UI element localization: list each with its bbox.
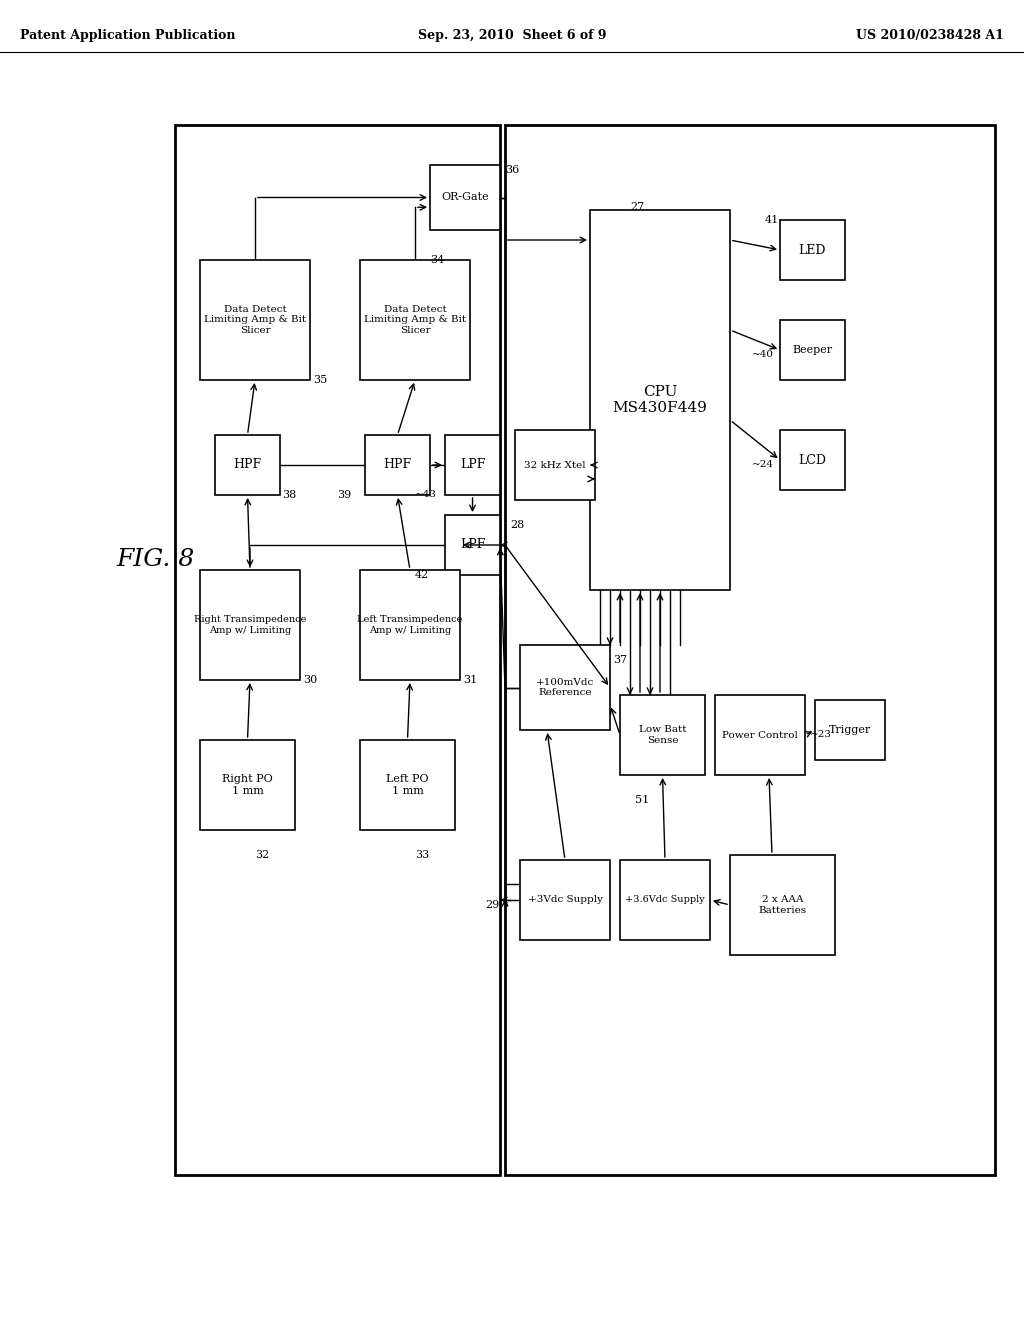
Text: 37: 37 [613,655,627,665]
Bar [715,696,805,775]
Text: Right PO
1 mm: Right PO 1 mm [222,775,272,796]
Text: Trigger: Trigger [828,725,871,735]
Text: 28: 28 [510,520,524,531]
Text: 30: 30 [303,675,317,685]
Text: Power Control: Power Control [722,730,798,739]
Text: 33: 33 [415,850,429,861]
Text: HPF: HPF [233,458,261,471]
Text: LCD: LCD [799,454,826,466]
Text: 34: 34 [430,255,444,265]
Text: 32: 32 [255,850,269,861]
Bar [360,260,470,380]
Bar [445,515,500,576]
Text: Sep. 23, 2010  Sheet 6 of 9: Sep. 23, 2010 Sheet 6 of 9 [418,29,606,41]
Text: 41: 41 [765,215,779,224]
Text: 38: 38 [282,490,296,500]
Bar [200,260,310,380]
Text: 51: 51 [635,795,649,805]
Text: 31: 31 [463,675,477,685]
Text: +3Vdc Supply: +3Vdc Supply [527,895,602,904]
Text: Patent Application Publication: Patent Application Publication [20,29,236,41]
Text: Beeper: Beeper [793,345,833,355]
Bar [780,430,845,490]
Bar [445,436,500,495]
Text: 27: 27 [630,202,644,213]
Text: 42: 42 [415,570,429,579]
Text: 29: 29 [485,900,500,909]
Bar [520,645,610,730]
Text: LED: LED [799,243,826,256]
Bar [505,125,995,1175]
Text: LPF: LPF [460,539,485,552]
Text: ~24: ~24 [752,459,774,469]
Text: 35: 35 [313,375,328,385]
Bar [215,436,280,495]
Bar [430,165,500,230]
Bar [730,855,835,954]
Text: 39: 39 [337,490,351,500]
Bar [620,696,705,775]
Bar [360,570,460,680]
Text: US 2010/0238428 A1: US 2010/0238428 A1 [856,29,1004,41]
Bar [815,700,885,760]
Text: 2 x AAA
Batteries: 2 x AAA Batteries [759,895,807,915]
Bar [360,741,455,830]
Text: Left Transimpedence
Amp w/ Limiting: Left Transimpedence Amp w/ Limiting [357,615,463,635]
Text: Left PO
1 mm: Left PO 1 mm [386,775,429,796]
Bar [590,210,730,590]
Text: ~23: ~23 [810,730,831,739]
Text: HPF: HPF [383,458,412,471]
Bar [365,436,430,495]
Text: LPF: LPF [460,458,485,471]
Bar [780,319,845,380]
Text: Low Batt
Sense: Low Batt Sense [639,725,686,744]
Bar [620,861,710,940]
Bar [515,430,595,500]
Text: ~40: ~40 [752,350,774,359]
Text: Right Transimpedence
Amp w/ Limiting: Right Transimpedence Amp w/ Limiting [194,615,306,635]
Bar [520,861,610,940]
Text: FIG. 8: FIG. 8 [116,549,195,572]
Text: 36: 36 [505,165,519,176]
Text: CPU
MS430F449: CPU MS430F449 [612,385,708,414]
Bar [200,570,300,680]
Text: Data Detect
Limiting Amp & Bit
Slicer: Data Detect Limiting Amp & Bit Slicer [204,305,306,335]
Text: +3.6Vdc Supply: +3.6Vdc Supply [625,895,705,904]
Bar [200,741,295,830]
Text: ~43: ~43 [415,490,437,499]
Text: Data Detect
Limiting Amp & Bit
Slicer: Data Detect Limiting Amp & Bit Slicer [364,305,466,335]
Text: 32 kHz Xtel: 32 kHz Xtel [524,461,586,470]
Text: +100mVdc
Reference: +100mVdc Reference [536,677,594,697]
Bar [175,125,500,1175]
Bar [780,220,845,280]
Text: OR-Gate: OR-Gate [441,193,488,202]
